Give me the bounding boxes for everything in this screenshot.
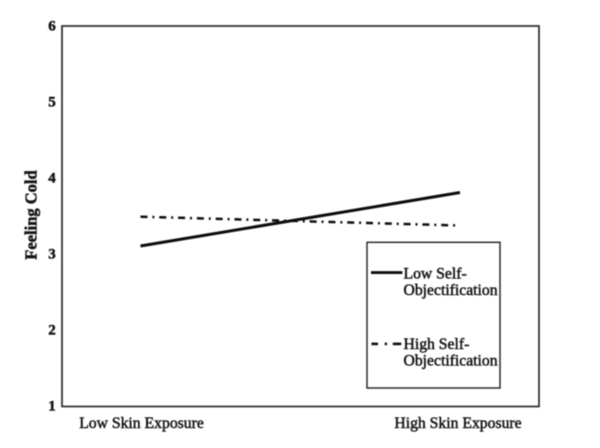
svg-text:Low Self-: Low Self- — [404, 266, 467, 283]
svg-text:5: 5 — [48, 95, 56, 111]
svg-text:Low Skin Exposure: Low Skin Exposure — [79, 415, 204, 432]
svg-text:Objectification: Objectification — [404, 282, 498, 299]
svg-text:4: 4 — [48, 171, 56, 187]
svg-text:High Self-: High Self- — [404, 336, 470, 353]
svg-text:2: 2 — [48, 323, 56, 339]
svg-text:Objectification: Objectification — [404, 353, 498, 370]
svg-text:3: 3 — [48, 247, 56, 263]
svg-text:1: 1 — [48, 399, 56, 415]
svg-text:Feeling Cold: Feeling Cold — [22, 170, 41, 259]
svg-text:High Skin Exposure: High Skin Exposure — [394, 415, 521, 432]
svg-text:6: 6 — [48, 19, 56, 35]
